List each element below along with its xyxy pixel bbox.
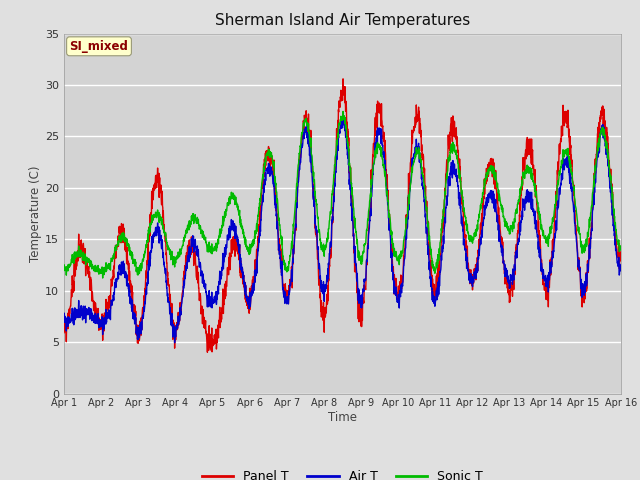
Title: Sherman Island Air Temperatures: Sherman Island Air Temperatures (215, 13, 470, 28)
X-axis label: Time: Time (328, 411, 357, 424)
Text: SI_mixed: SI_mixed (70, 40, 129, 53)
Legend: Panel T, Air T, Sonic T: Panel T, Air T, Sonic T (196, 465, 488, 480)
Y-axis label: Temperature (C): Temperature (C) (29, 165, 42, 262)
